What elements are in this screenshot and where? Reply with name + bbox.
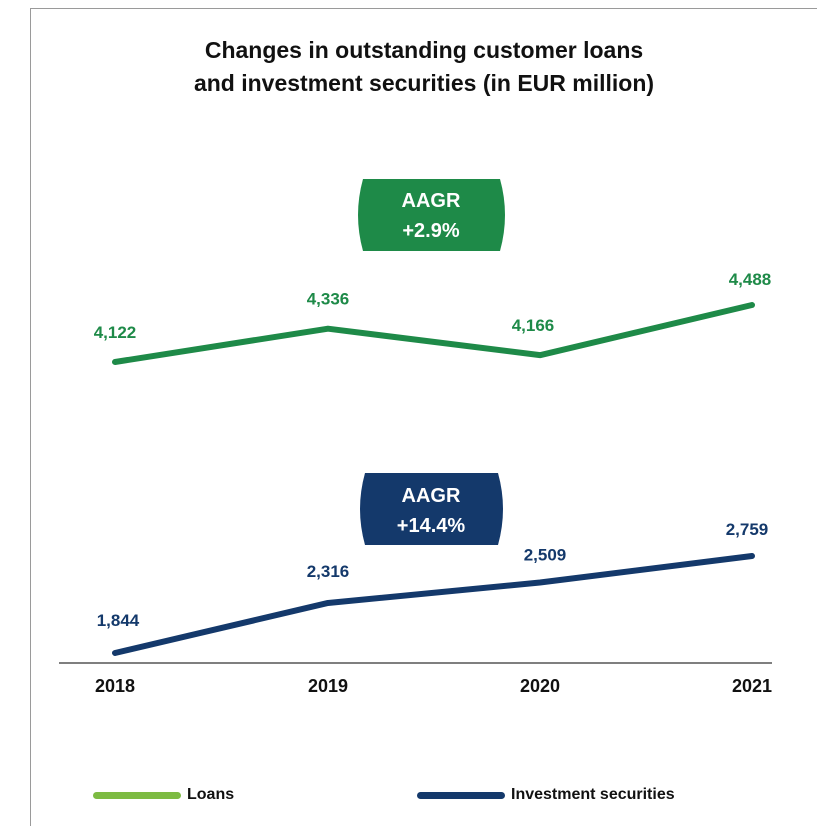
legend-label-securities: Investment securities: [511, 786, 675, 803]
securities-aagr-value: +14.4%: [397, 515, 466, 537]
legend-swatch-securities: [417, 791, 505, 799]
loans-data-label: 4,488: [729, 270, 772, 289]
securities-data-label: 2,759: [726, 520, 769, 539]
x-tick-labels: 2018 2019 2020 2021: [95, 676, 772, 696]
securities-aagr-label: AAGR: [402, 485, 461, 507]
loans-aagr-label: AAGR: [402, 190, 461, 212]
x-tick-label: 2019: [308, 676, 348, 696]
securities-data-label: 1,844: [97, 611, 140, 630]
x-tick-label: 2021: [732, 676, 772, 696]
legend-swatch-loans: [93, 791, 181, 799]
securities-data-label: 2,509: [524, 546, 567, 565]
loans-data-label: 4,336: [307, 290, 350, 309]
loans-series-line: [112, 302, 755, 365]
chart-frame: [30, 8, 817, 826]
legend-item-securities: Investment securities: [417, 784, 675, 806]
chart-title: Changes in outstanding customer loans an…: [30, 34, 817, 100]
securities-aagr-badge-shape: [360, 473, 503, 545]
legend-item-loans: Loans: [93, 784, 234, 806]
chart-title-line-2: and investment securities (in EUR millio…: [193, 70, 655, 96]
chart-title-line-1: Changes in outstanding customer loans: [204, 37, 644, 63]
series-layer: 4,122 4,336 4,166 4,488 1,844 2,316 2,509 2,759: [94, 270, 772, 656]
loans-data-label: 4,166: [512, 316, 555, 335]
loans-aagr-value: +2.9%: [402, 220, 459, 242]
x-tick-label: 2020: [520, 676, 560, 696]
legend-label-loans: Loans: [187, 786, 235, 803]
x-tick-label: 2018: [95, 676, 135, 696]
securities-data-label: 2,316: [307, 562, 350, 581]
loans-aagr-badge: AAGR +2.9%: [358, 179, 505, 251]
loans-aagr-badge-shape: [358, 179, 505, 251]
loans-data-label: 4,122: [94, 323, 137, 342]
securities-aagr-badge: AAGR +14.4%: [360, 473, 503, 545]
securities-series-line: [112, 553, 755, 656]
